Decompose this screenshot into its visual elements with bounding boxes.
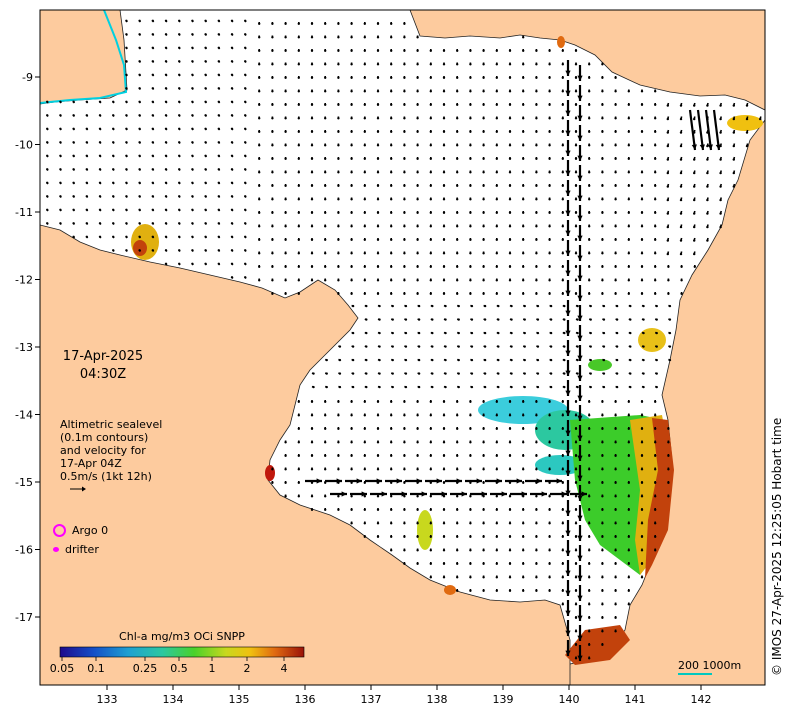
lat-tick-label: -12: [15, 274, 33, 287]
lon-tick-label: 136: [295, 693, 316, 706]
argo-label: Argo 0: [72, 524, 109, 537]
velocity-caption-line: 17-Apr 04Z: [60, 457, 122, 470]
colorbar-tick-label: 0.1: [87, 662, 105, 675]
velocity-caption-line: and velocity for: [60, 444, 146, 457]
map-time: 04:30Z: [79, 367, 127, 382]
legend-argo: Argo 0: [53, 524, 108, 537]
colorbar-tick-label: 2: [244, 662, 251, 675]
lat-tick-label: -16: [15, 544, 33, 557]
lat-tick-label: -17: [15, 611, 33, 624]
velocity-key-arrow: [82, 486, 86, 492]
land-timor: [40, 10, 128, 105]
velocity-caption: Altimetric sealevel (0.1m contours) and …: [60, 418, 162, 483]
colorbar: [59, 646, 305, 658]
lat-tick-label: -11: [15, 206, 33, 219]
lon-tick-label: 142: [691, 693, 712, 706]
chlorophyll-layer: [131, 36, 763, 665]
lat-tick-label: -13: [15, 341, 33, 354]
map-datetime: 17-Apr-2025 04:30Z: [60, 348, 146, 384]
copyright-text: © IMOS 27-Apr-2025 12:25:05 Hobart time: [770, 417, 784, 676]
colorbar-tick-label: 4: [281, 662, 288, 675]
map-date: 17-Apr-2025: [62, 349, 144, 364]
argo-marker-icon: [53, 524, 66, 537]
velocity-caption-line: Altimetric sealevel: [60, 418, 163, 431]
colorbar-tick-label: 0.5: [170, 662, 188, 675]
lon-tick-label: 138: [427, 693, 448, 706]
velocity-caption-line: 0.5m/s (1kt 12h): [60, 470, 152, 483]
lon-tick-label: 134: [163, 693, 184, 706]
colorbar-tick-label: 0.25: [133, 662, 158, 675]
strong-current-arrows: [305, 60, 721, 661]
scale-bar-label: 200 1000m: [678, 659, 742, 672]
colorbar-title: Chl-a mg/m3 OCi SNPP: [119, 630, 245, 643]
latitude-axis: -9 -10 -11 -12 -13 -14 -15 -16 -17: [15, 71, 40, 624]
lon-tick-label: 137: [361, 693, 382, 706]
drifter-marker-icon: [53, 547, 59, 552]
colorbar-tick-label: 0.05: [50, 662, 75, 675]
colorbar-ticks: 0.05 0.1 0.25 0.5 1 2 4: [50, 657, 288, 675]
longitude-axis: 133 134 135 136 137 138 139 140 141 142: [97, 685, 712, 706]
lon-tick-label: 141: [625, 693, 646, 706]
velocity-caption-line: (0.1m contours): [60, 431, 149, 444]
lat-tick-label: -10: [15, 139, 33, 152]
lat-tick-label: -15: [15, 476, 33, 489]
lon-tick-label: 140: [559, 693, 580, 706]
drifter-label: drifter: [65, 543, 99, 556]
velocity-arrows: [46, 19, 762, 660]
legend-drifter: drifter: [53, 543, 99, 556]
land-new-guinea: [409, 10, 765, 111]
lat-tick-label: -14: [15, 409, 33, 422]
border-line: [40, 10, 128, 104]
colorbar-tick-label: 1: [209, 662, 216, 675]
lon-tick-label: 133: [97, 693, 118, 706]
lat-tick-label: -9: [22, 71, 33, 84]
land-arnhem: [40, 224, 571, 685]
lon-tick-label: 135: [229, 693, 250, 706]
lon-tick-label: 139: [493, 693, 514, 706]
